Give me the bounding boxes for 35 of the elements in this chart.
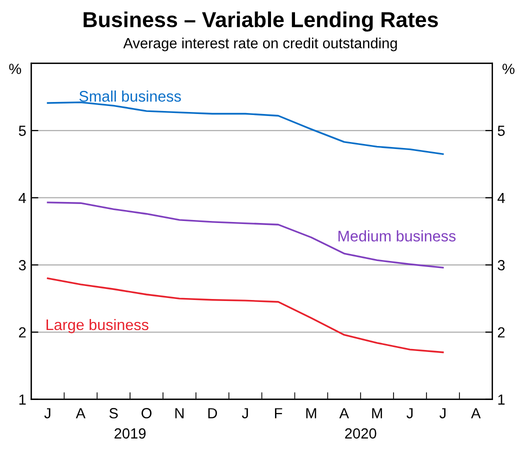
x-tick-label: M <box>306 408 316 418</box>
x-tick-label: F <box>275 408 282 418</box>
y-tick-label: 5 <box>18 126 26 136</box>
chart-title: Business – Variable Lending Rates <box>84 11 438 32</box>
y-tick-label: 3 <box>18 260 26 270</box>
y-tick-label: 1 <box>19 394 26 405</box>
line-series <box>46 101 444 155</box>
line-series <box>46 278 444 354</box>
series-label: Large business <box>46 318 148 334</box>
series-label: Small business <box>79 90 181 102</box>
y2-tick-label: 2 <box>498 327 505 338</box>
series-label: Medium business <box>338 230 456 242</box>
chart-subtitle: Average interest rate on credit outstanding <box>123 38 397 52</box>
x-tick-label: A <box>471 408 481 418</box>
y2-tick-label: 3 <box>498 260 505 270</box>
y2-tick-label: 4 <box>498 192 505 204</box>
x-tick-label: N <box>175 408 184 418</box>
x-tick-label: J <box>406 408 413 418</box>
x-tick-label: S <box>109 408 118 418</box>
x-tick-label: J <box>440 408 446 418</box>
x-tick-label: J <box>44 408 50 418</box>
x-tick-label: O <box>142 408 152 418</box>
text: 2020 <box>345 428 376 439</box>
y2-axis-title: % <box>502 64 514 74</box>
x-tick-label: M <box>372 408 382 418</box>
y-axis-title: % <box>9 64 22 74</box>
y2-tick-label: 1 <box>498 394 505 405</box>
y-tick-label: 2 <box>19 327 26 338</box>
y-tick-label: 4 <box>18 192 26 204</box>
y2-tick-label: 5 <box>498 126 505 136</box>
x-tick-label: D <box>208 408 217 418</box>
x-tick-label: A <box>339 408 349 418</box>
text: 2019 <box>114 428 146 439</box>
x-tick-label: J <box>242 408 248 418</box>
x-tick-label: A <box>76 408 86 418</box>
